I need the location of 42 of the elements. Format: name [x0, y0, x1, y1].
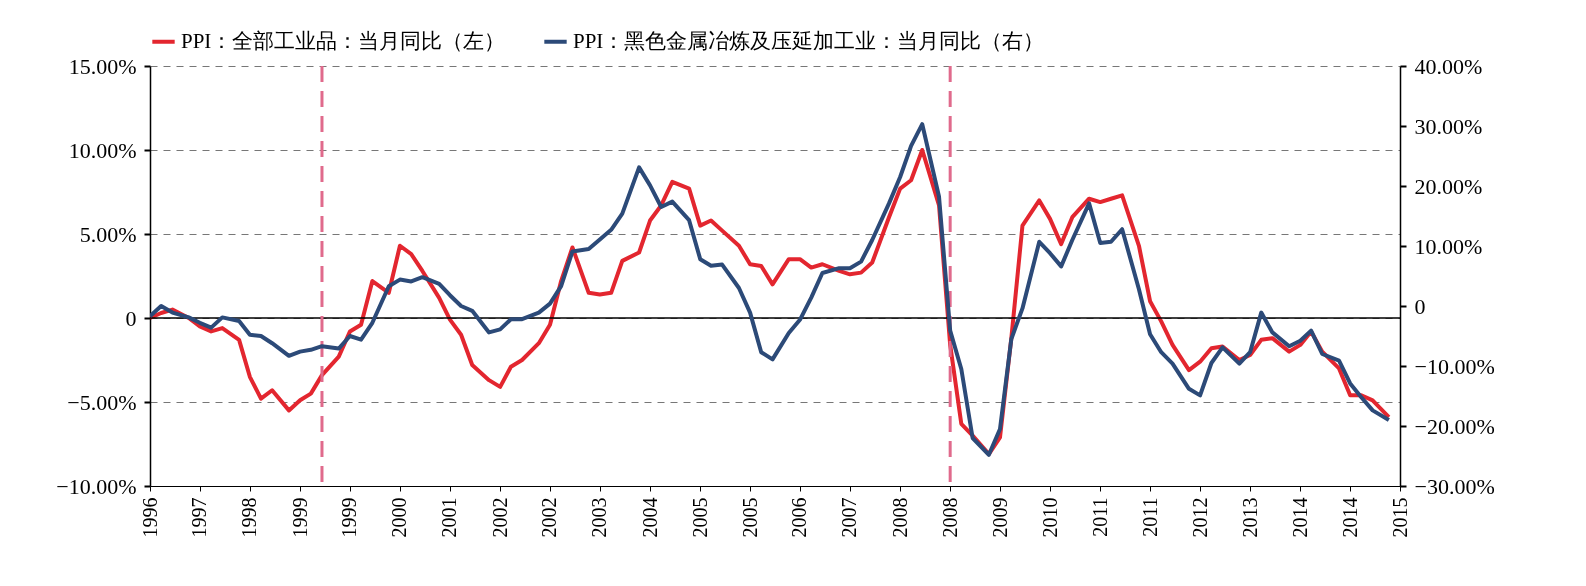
x-tick-label: 2000 [388, 497, 411, 538]
x-tick-label: 2014 [1338, 497, 1361, 538]
y-tick-label: 5.00% [79, 221, 137, 247]
y-tick-label: 10.00% [68, 137, 137, 163]
y2-tick-label: −20.00% [1414, 413, 1495, 439]
y2-tick-label: 10.00% [1414, 233, 1483, 259]
x-tick-label: 2015 [1388, 497, 1411, 538]
x-tick-label: 2005 [738, 497, 761, 538]
legend-label: PPI：全部工业品：当月同比（左） [181, 28, 506, 53]
x-tick-label: 2008 [938, 497, 961, 538]
y-tick-label: −10.00% [56, 473, 137, 499]
y-tick-label: 0 [125, 305, 137, 331]
x-tick-label: 1999 [338, 497, 361, 538]
x-tick-label: 2011 [1138, 497, 1161, 537]
x-tick-label: 2012 [1188, 497, 1211, 538]
y-tick-label: −5.00% [67, 389, 137, 415]
x-tick-label: 2002 [538, 497, 561, 538]
x-tick-label: 2011 [1088, 497, 1111, 537]
x-tick-label: 2003 [588, 497, 611, 538]
x-tick-label: 2014 [1288, 497, 1311, 538]
y2-tick-label: −30.00% [1414, 473, 1495, 499]
y-tick-label: 15.00% [68, 53, 137, 79]
x-tick-label: 2010 [1038, 497, 1061, 538]
y2-tick-label: 20.00% [1414, 173, 1483, 199]
y2-tick-label: 30.00% [1414, 113, 1483, 139]
x-tick-label: 1998 [238, 497, 261, 538]
x-tick-label: 2004 [638, 497, 661, 538]
y2-tick-label: 0 [1414, 293, 1426, 319]
x-tick-label: 1999 [288, 497, 311, 538]
x-tick-label: 2013 [1238, 497, 1261, 538]
y2-tick-label: 40.00% [1414, 53, 1483, 79]
x-tick-label: 2007 [838, 497, 861, 538]
x-tick-label: 2008 [888, 497, 911, 538]
y2-tick-label: −10.00% [1414, 353, 1495, 379]
x-tick-label: 2001 [438, 497, 461, 538]
x-tick-label: 2005 [688, 497, 711, 538]
x-tick-label: 2009 [988, 497, 1011, 538]
legend-label: PPI：黑色金属冶炼及压延加工业：当月同比（右） [573, 28, 1045, 53]
x-tick-label: 2002 [488, 497, 511, 538]
x-tick-label: 2006 [788, 497, 811, 538]
x-tick-label: 1997 [188, 497, 211, 538]
x-tick-label: 1996 [138, 497, 161, 538]
